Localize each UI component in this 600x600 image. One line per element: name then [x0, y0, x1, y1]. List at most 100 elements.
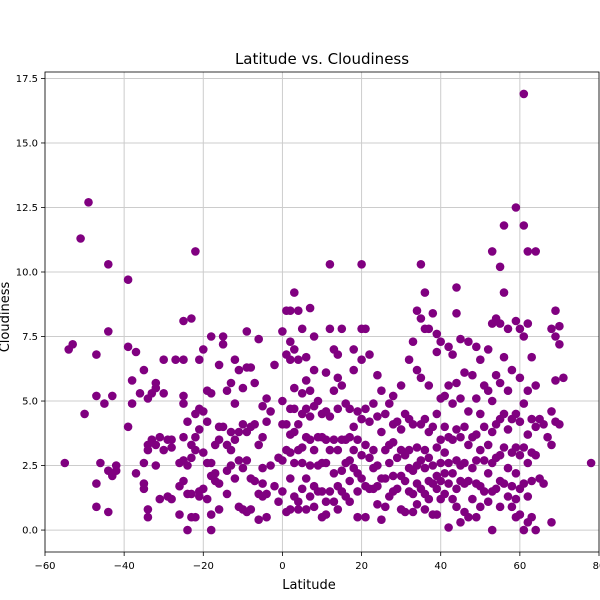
data-point	[76, 234, 85, 243]
data-point	[294, 306, 303, 316]
data-point	[286, 337, 295, 347]
data-point	[329, 497, 339, 507]
x-tick-label: −60	[34, 561, 55, 572]
data-point	[104, 260, 113, 269]
data-point	[199, 345, 208, 354]
data-point	[392, 453, 402, 463]
data-point	[305, 386, 315, 396]
data-point	[487, 427, 497, 437]
data-point	[424, 494, 434, 504]
data-point	[436, 458, 446, 468]
data-point	[420, 414, 430, 424]
data-point	[511, 316, 521, 326]
data-point	[286, 306, 295, 316]
data-point	[206, 389, 216, 398]
data-point	[424, 324, 434, 334]
data-point	[448, 435, 457, 445]
data-point	[139, 458, 149, 468]
data-point	[357, 474, 366, 483]
data-point	[420, 463, 430, 473]
data-point	[234, 427, 244, 437]
data-point	[349, 422, 359, 432]
data-point	[412, 443, 422, 452]
data-point	[321, 510, 331, 519]
data-point	[238, 420, 248, 429]
data-point	[206, 332, 216, 341]
data-point	[515, 450, 525, 460]
data-point	[507, 481, 517, 491]
data-point	[476, 502, 485, 512]
data-point	[199, 407, 208, 416]
data-point	[523, 458, 533, 468]
data-point	[432, 329, 442, 339]
data-point	[246, 363, 256, 372]
data-point	[202, 494, 212, 504]
data-point	[305, 492, 315, 501]
data-point	[297, 389, 307, 398]
data-point	[297, 458, 307, 468]
data-point	[167, 435, 176, 445]
data-point	[428, 422, 438, 432]
data-point	[262, 394, 271, 403]
data-point	[92, 479, 101, 488]
x-tick-label: 20	[355, 561, 368, 572]
data-point	[460, 458, 469, 468]
data-point	[472, 512, 481, 522]
data-point	[179, 399, 188, 408]
data-point	[519, 89, 529, 99]
data-point	[436, 337, 446, 347]
data-point	[499, 221, 509, 230]
data-point	[531, 247, 540, 256]
data-point	[436, 476, 446, 486]
data-point	[400, 476, 410, 486]
data-point	[361, 404, 370, 414]
data-point	[337, 324, 347, 334]
data-point	[472, 394, 481, 403]
data-point	[294, 505, 303, 514]
data-point	[468, 463, 477, 473]
data-point	[547, 407, 556, 416]
data-point	[242, 456, 252, 465]
data-point	[250, 476, 259, 486]
data-point	[258, 432, 267, 442]
data-point	[195, 425, 204, 434]
data-point	[404, 445, 414, 455]
data-point	[286, 505, 295, 514]
data-point	[373, 370, 382, 380]
data-point	[333, 350, 343, 359]
data-point	[179, 432, 188, 442]
data-point	[491, 370, 501, 380]
data-point	[408, 420, 418, 429]
data-point	[191, 445, 200, 455]
data-point	[123, 342, 133, 352]
data-point	[515, 324, 525, 334]
data-point	[511, 469, 521, 478]
data-point	[357, 355, 366, 365]
data-point	[329, 469, 339, 478]
data-point	[333, 373, 343, 383]
data-point	[325, 324, 335, 334]
data-point	[428, 309, 438, 318]
data-point	[527, 476, 536, 486]
data-point	[483, 440, 493, 450]
data-point	[400, 507, 410, 517]
data-point	[68, 340, 77, 349]
data-point	[495, 450, 505, 460]
data-point	[440, 391, 450, 401]
data-point	[464, 512, 473, 522]
data-point	[531, 525, 540, 535]
data-point	[396, 381, 406, 390]
data-point	[214, 479, 224, 488]
data-point	[353, 487, 362, 496]
data-point	[123, 422, 133, 432]
data-point	[321, 458, 331, 468]
data-point	[234, 365, 244, 375]
data-point	[159, 389, 168, 398]
data-point	[444, 458, 453, 468]
data-point	[135, 389, 145, 398]
data-point	[206, 525, 216, 535]
data-point	[479, 456, 489, 465]
data-point	[586, 458, 596, 468]
data-point	[503, 324, 513, 334]
data-point	[452, 283, 461, 292]
